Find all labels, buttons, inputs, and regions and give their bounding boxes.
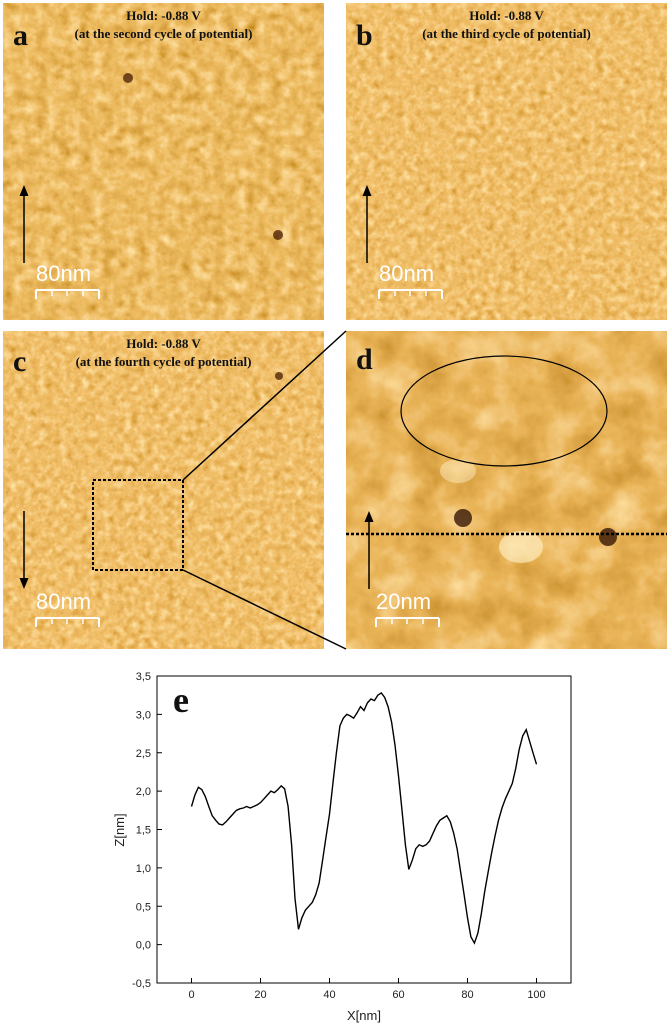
y-tick-label: 1,0 — [136, 863, 151, 875]
afm-surface-b — [346, 3, 667, 320]
scan-direction-arrow — [19, 511, 29, 589]
x-tick-label: 80 — [461, 989, 473, 1001]
scan-direction-arrow — [364, 511, 374, 589]
afm-surface-d — [346, 331, 667, 649]
height-profile-chart: -0,5 0,0 0,5 1,0 1,5 2,0 2,5 3,0 3,5 0 20 40 60 80 10… — [0, 660, 671, 1024]
y-tick-label: 3,0 — [136, 709, 151, 721]
y-tick-label: 3,5 — [136, 671, 151, 683]
x-tick-label: 60 — [392, 989, 404, 1001]
y-axis-ticks: -0,5 0,0 0,5 1,0 1,5 2,0 2,5 3,0 3,5 — [132, 671, 162, 990]
scale-bar-label: 80nm — [379, 261, 435, 286]
x-tick-label: 100 — [527, 989, 545, 1001]
panel-caption-line2: (at the second cycle of potential) — [74, 26, 253, 41]
afm-image-panel-c: c Hold: -0.88 V (at the fourth cycle of … — [3, 331, 324, 649]
afm-image-panel-b: b Hold: -0.88 V (at the third cycle of p… — [346, 3, 667, 320]
chart-panel-label: e — [173, 680, 189, 720]
y-axis-title: Z[nm] — [112, 813, 127, 846]
scale-bar-label: 20nm — [376, 589, 432, 614]
panel-label: b — [356, 19, 373, 52]
panel-caption-line1: Hold: -0.88 V — [469, 8, 544, 23]
scale-bar — [375, 617, 440, 627]
y-tick-label: 0,5 — [136, 901, 151, 913]
chart-svg: -0,5 0,0 0,5 1,0 1,5 2,0 2,5 3,0 3,5 0 20 40 60 80 10… — [112, 671, 572, 1023]
afm-image-panel-a: a Hold: -0.88 V (at the second cycle of … — [3, 3, 324, 320]
afm-surface-a — [3, 3, 324, 320]
scan-direction-arrow — [19, 185, 29, 263]
panel-caption-line1: Hold: -0.88 V — [126, 8, 201, 23]
height-profile-line — [190, 691, 538, 945]
zoom-region-box — [92, 479, 184, 571]
x-axis-title: X[nm] — [347, 1008, 381, 1023]
afm-image-panel-d: d 20nm — [346, 331, 667, 649]
scale-bar-label: 80nm — [36, 261, 92, 286]
profile-line — [346, 532, 667, 536]
plot-area-frame — [156, 675, 572, 984]
x-tick-label: 0 — [188, 989, 194, 1001]
panel-label: a — [13, 19, 28, 52]
panel-label: d — [356, 343, 373, 376]
x-tick-label: 20 — [254, 989, 266, 1001]
y-tick-label: 2,5 — [136, 748, 151, 760]
scale-bar — [35, 617, 100, 627]
panel-caption-line2: (at the third cycle of potential) — [422, 26, 591, 41]
y-tick-label: 0,0 — [136, 940, 151, 952]
panel-caption-line1: Hold: -0.88 V — [126, 336, 201, 351]
y-tick-label: 1,5 — [136, 825, 151, 837]
y-tick-label: -0,5 — [132, 978, 151, 990]
panel-label: c — [13, 345, 27, 378]
scale-bar — [378, 289, 443, 299]
scan-direction-arrow — [362, 185, 372, 263]
scale-bar-label: 80nm — [36, 589, 92, 614]
scale-bar — [35, 289, 100, 299]
y-tick-label: 2,0 — [136, 786, 151, 798]
x-axis-ticks: 0 20 40 60 80 100 — [188, 978, 546, 1001]
highlight-ellipse — [400, 355, 608, 467]
x-tick-label: 40 — [323, 989, 335, 1001]
